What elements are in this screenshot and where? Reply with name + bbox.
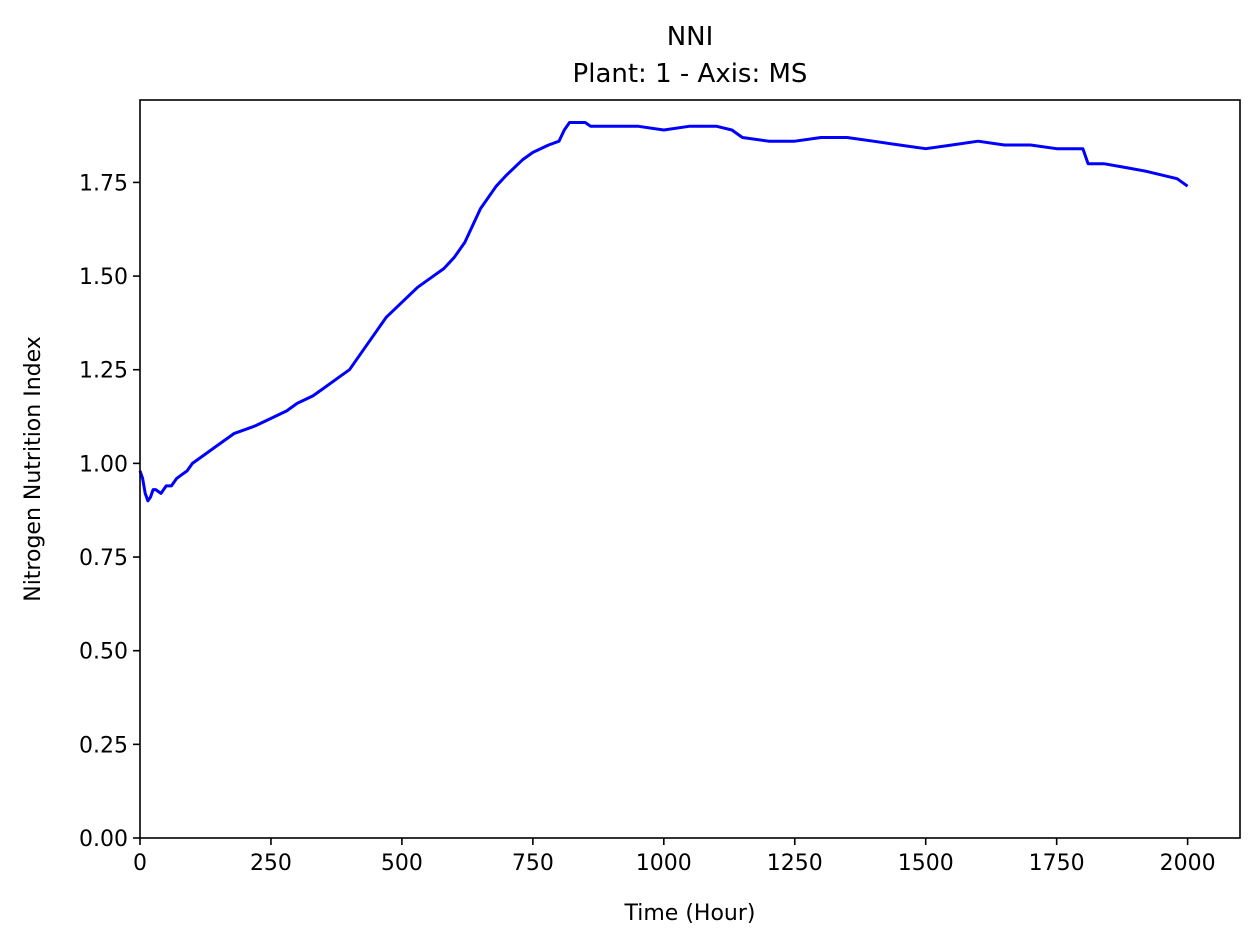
x-tick-label: 1500 <box>898 851 954 876</box>
x-axis: 0 250 500 750 1000 1250 1500 1750 2000 <box>133 838 1216 876</box>
y-tick-label: 1.00 <box>79 452 128 477</box>
x-tick-label: 1750 <box>1029 851 1085 876</box>
x-tick-label: 0 <box>133 851 147 876</box>
y-axis: 0.00 0.25 0.50 0.75 1.00 1.25 1.50 1.75 <box>79 171 140 852</box>
chart-title: NNI <box>667 22 714 52</box>
y-tick-label: 0.00 <box>79 827 128 852</box>
y-tick-label: 0.25 <box>79 733 128 758</box>
y-tick-label: 1.75 <box>79 171 128 196</box>
x-tick-label: 1250 <box>767 851 823 876</box>
y-tick-label: 0.50 <box>79 640 128 665</box>
plot-frame <box>139 99 1241 839</box>
x-tick-label: 2000 <box>1160 851 1216 876</box>
y-tick-label: 0.75 <box>79 546 128 571</box>
x-axis-label: Time (Hour) <box>624 901 756 926</box>
y-axis-label: Nitrogen Nutrition Index <box>21 336 46 602</box>
chart-subtitle: Plant: 1 - Axis: MS <box>573 59 808 89</box>
series-line <box>138 121 1189 503</box>
x-tick-label: 1000 <box>636 851 692 876</box>
x-tick-label: 500 <box>381 851 423 876</box>
plot-area <box>138 121 1189 503</box>
x-tick-label: 750 <box>512 851 554 876</box>
y-tick-label: 1.25 <box>79 359 128 384</box>
x-tick-label: 250 <box>250 851 292 876</box>
y-tick-label: 1.50 <box>79 265 128 290</box>
